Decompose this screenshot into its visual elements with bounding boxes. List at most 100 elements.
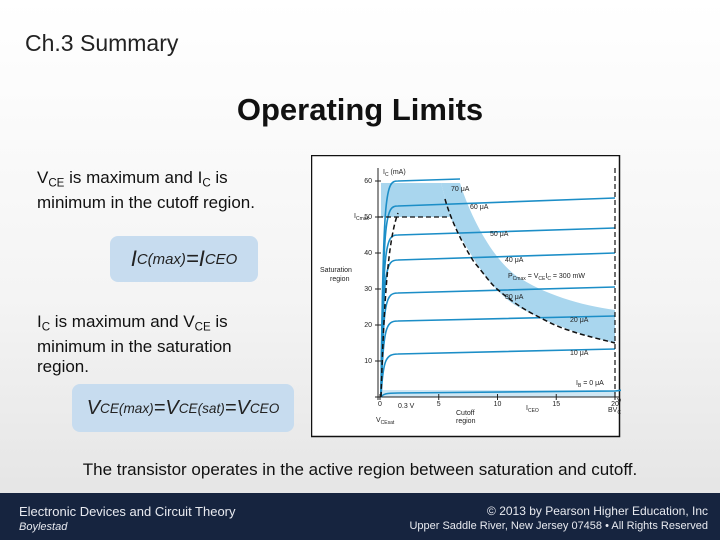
- characteristics-figure: IC (mA) VCE (V) 70 μA 60 μA 50 μA 40 μA …: [311, 155, 621, 438]
- text-part: =: [224, 396, 237, 419]
- y-tick-label: 50: [364, 214, 372, 221]
- subscript: CEO: [204, 250, 238, 268]
- text-part: V: [617, 398, 621, 405]
- text-part: is maximum and: [50, 312, 184, 331]
- power-label: PCmax = VCEIC = 300 mW: [508, 273, 585, 282]
- text-part: V: [183, 312, 195, 331]
- subscript: CE(sat): [178, 400, 225, 416]
- text-part: I: [545, 273, 547, 280]
- saturation-label: Saturation: [320, 267, 352, 274]
- subscript: CE: [381, 420, 389, 426]
- x-tick-label: 5: [437, 401, 441, 408]
- text-part: (mA): [389, 169, 406, 176]
- text-part: V: [236, 396, 250, 419]
- icmax-label: ICmax: [354, 213, 370, 222]
- subscript: CE: [538, 276, 546, 282]
- text-part: = V: [526, 273, 539, 280]
- subscript: C: [385, 172, 389, 178]
- text-part: V: [165, 396, 179, 419]
- x-tick-label: 10: [494, 401, 502, 408]
- title: Operating Limits: [236, 92, 484, 127]
- text-part: I: [354, 213, 356, 220]
- y-tick-label: 20: [364, 322, 372, 329]
- curve-label: 70 μA: [451, 186, 470, 193]
- subscript: B: [578, 383, 582, 389]
- text-part: = 300 mW: [551, 273, 585, 280]
- cutoff-label: Cutoff: [456, 410, 475, 417]
- vcesat-label: VCEsat: [376, 417, 395, 426]
- curve: [380, 315, 616, 398]
- subscript: C: [547, 276, 551, 282]
- saturation-line: [380, 212, 399, 398]
- bullet: VCE is maximum and IC is minimum in the …: [37, 168, 287, 213]
- y-tick-label: 10: [364, 358, 372, 365]
- subscript: C: [513, 276, 517, 282]
- subscript: CE(max): [100, 400, 154, 416]
- curve-label: 40 μA: [505, 257, 524, 264]
- text-part: is maximum and: [64, 168, 198, 187]
- subscript: max: [360, 216, 370, 222]
- text-part: is minimum in the saturation region.: [37, 312, 232, 377]
- formula-box: I C(max) = I CEO: [110, 236, 258, 282]
- saturation-label: region: [330, 276, 350, 283]
- book-title: Electronic Devices and Circuit Theory: [19, 504, 236, 519]
- power-hyperbola: [444, 198, 616, 344]
- curve-label: 20 μA: [570, 317, 589, 324]
- cutoff-label: region: [456, 418, 476, 425]
- y-tick-label: 60: [364, 178, 372, 185]
- curve-label: 10 μA: [570, 350, 589, 357]
- bullet: IC is maximum and VCE is minimum in the …: [37, 312, 287, 377]
- subscript: C: [41, 321, 51, 334]
- curve-label: 30 μA: [505, 294, 524, 301]
- iceo-label: ICEO: [526, 405, 539, 414]
- curve-label: IB = 0 μA: [576, 380, 604, 389]
- y-tick-label: 30: [364, 286, 372, 293]
- curve-label: 50 μA: [490, 231, 509, 238]
- subscript: sat: [388, 420, 395, 426]
- power-region: [381, 183, 615, 343]
- text-part: =: [185, 246, 199, 271]
- current-region: [381, 183, 450, 217]
- curve: [380, 389, 621, 398]
- bvceo-label: BVCEO: [608, 407, 621, 416]
- formula-box: V CE(max) = V CE(sat) = V CEO: [72, 384, 294, 432]
- x-tick-label: 15: [552, 401, 560, 408]
- text-part: I: [576, 380, 578, 387]
- subscript: C: [202, 177, 211, 190]
- address: Upper Saddle River, New Jersey 07458 • A…: [409, 520, 708, 532]
- subscript: CEO: [249, 400, 280, 416]
- subscript: C(max): [136, 250, 186, 268]
- x-tick-label: 20: [611, 401, 619, 408]
- text-part: V: [376, 417, 381, 424]
- text-part: = 0 μA: [581, 380, 604, 387]
- subscript: C: [356, 216, 360, 222]
- y-tick-label: 40: [364, 250, 372, 257]
- statement: The transistor operates in the active re…: [82, 460, 638, 479]
- vsat-label: 0.3 V: [398, 403, 415, 410]
- text-part: V: [37, 168, 49, 187]
- text-part: I: [198, 246, 205, 271]
- curve-label: 60 μA: [470, 204, 489, 211]
- text-part: I: [526, 405, 528, 412]
- text-part: =: [153, 396, 166, 419]
- x-tick-label: 0: [378, 401, 382, 408]
- text-part: P: [508, 273, 513, 280]
- text-part: BV: [608, 407, 618, 414]
- cutoff-region: [381, 390, 615, 397]
- author: Boylestad: [19, 521, 68, 533]
- text-part: I: [37, 312, 42, 331]
- subscript: CE: [48, 177, 65, 190]
- subscript: CEO: [617, 410, 621, 416]
- header: Ch.3 Summary: [25, 30, 179, 56]
- text-part: I: [130, 246, 137, 271]
- text-part: I: [383, 169, 385, 176]
- text-part: I: [197, 168, 203, 187]
- copyright: © 2013 by Pearson Higher Education, Inc: [487, 504, 708, 518]
- subscript: CE: [194, 321, 211, 334]
- footer: Electronic Devices and Circuit Theory Bo…: [0, 493, 720, 540]
- subscript: CEO: [528, 408, 539, 414]
- x-axis-label: VCE (V): [617, 398, 621, 407]
- text-part: is minimum in the cutoff region.: [37, 168, 255, 213]
- subscript: max: [516, 276, 526, 282]
